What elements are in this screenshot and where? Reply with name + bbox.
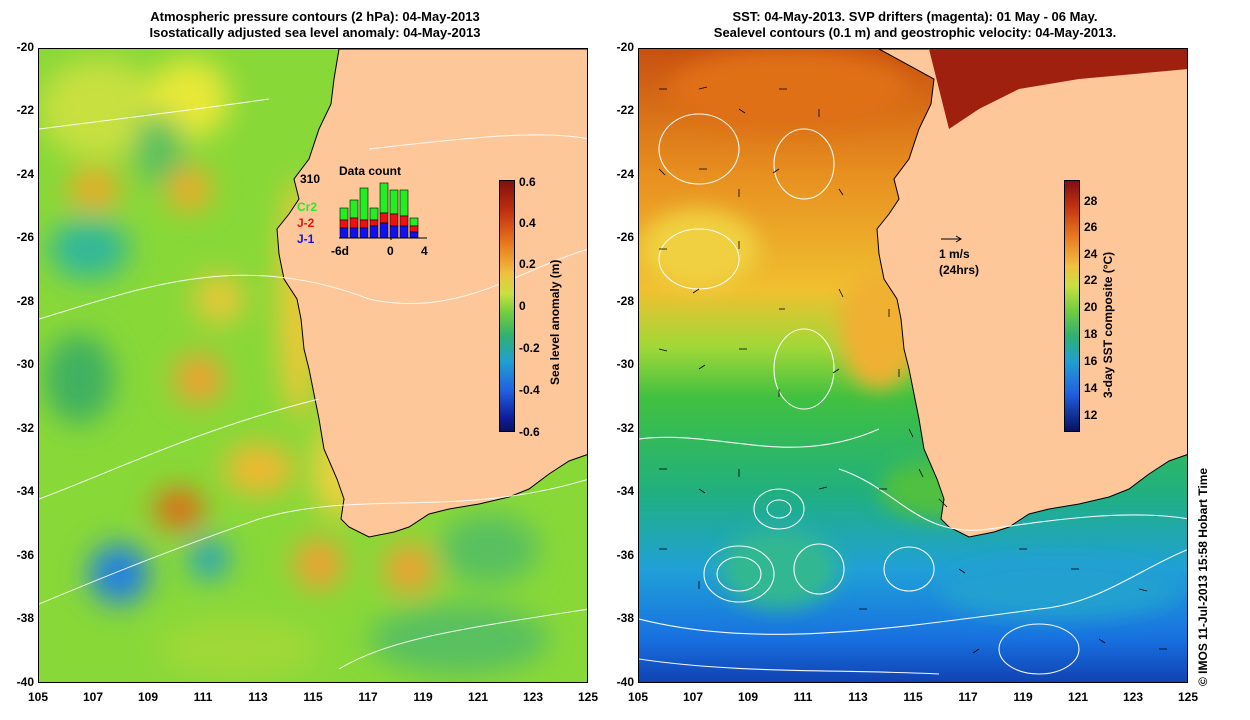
sst-colorbar-title: 3-day SST composite (°C) [1101,251,1115,398]
sst-colorbar [1064,180,1080,432]
right-lon-tick: 113 [848,690,868,704]
sst-map[interactable]: 1 m/s (24hrs) [638,48,1188,683]
velocity-key-speed: 1 m/s [939,247,970,261]
left-lon-tick: 119 [413,690,433,704]
legend-j2: J-2 [297,216,315,230]
right-lon-tick: 125 [1177,690,1199,704]
sst-tick-18: 18 [1084,327,1098,341]
left-title-line1: Atmospheric pressure contours (2 hPa): 0… [150,9,480,24]
sst-tick-28: 28 [1084,194,1098,208]
left-lon-tick: 121 [467,690,489,704]
right-lat-tick: -26 [616,230,634,244]
sea-level-tick-1: 0.4 [519,216,536,230]
data-count-title: Data count [339,164,402,178]
right-lon-tick: 123 [1122,690,1144,704]
right-title-line1: SST: 04-May-2013. SVP drifters (magenta)… [732,9,1098,24]
data-count-total: 310 [300,172,321,186]
data-count-inset: Data count 310 Cr2 J-2 J-1 -6d 0 4 [297,162,437,262]
right-title-line2: Sealevel contours (0.1 m) and geostrophi… [713,25,1117,40]
velocity-key-arrow [941,235,962,243]
left-lat-tick: -28 [16,294,34,308]
data-count-tick-start: -6d [331,244,349,258]
sst-tick-20: 20 [1084,300,1098,314]
sst-tick-12: 12 [1084,408,1098,422]
right-lat-tick: -20 [616,40,634,54]
sea-level-tick-5: -0.4 [519,383,540,397]
left-lat-tick: -38 [16,611,34,625]
sst-tick-24: 24 [1084,247,1098,261]
right-lat-tick: -38 [616,611,634,625]
right-lat-tick: -30 [616,357,634,371]
sst-tick-16: 16 [1084,354,1098,368]
sst-tick-26: 26 [1084,220,1098,234]
right-lat-tick: -24 [616,167,634,181]
left-lon-tick: 125 [577,690,599,704]
right-lon-tick: 117 [958,690,978,704]
right-lat-tick: -40 [616,675,634,689]
right-lon-tick: 121 [1067,690,1089,704]
left-lon-tick: 111 [193,690,213,704]
left-lat-tick: -22 [16,103,34,117]
left-lat-tick: -26 [16,230,34,244]
left-lon-tick: 105 [27,690,49,704]
left-lon-tick: 117 [358,690,378,704]
sea-level-colorbar-title: Sea level anomaly (m) [548,259,562,385]
left-lat-tick: -24 [16,167,34,181]
left-lat-tick: -32 [16,421,34,435]
velocity-key-duration: (24hrs) [939,263,980,277]
right-lon-tick: 107 [682,690,704,704]
right-lon-tick: 105 [627,690,649,704]
sea-level-tick-4: -0.2 [519,341,540,355]
data-count-tick-end: 4 [421,244,428,258]
sst-tick-22: 22 [1084,273,1098,287]
copyright-notice: © IMOS 11-Jul-2013 15:58 Hobart Time [1196,467,1210,686]
right-lat-tick: -36 [616,548,634,562]
sst-tick-14: 14 [1084,381,1098,395]
right-lon-tick: 111 [793,690,813,704]
left-lat-tick: -34 [16,484,34,498]
right-lon-tick: 109 [737,690,759,704]
left-lon-tick: 107 [82,690,104,704]
sea-level-tick-3: 0 [519,299,526,313]
right-lon-tick: 115 [903,690,923,704]
right-map-title: SST: 04-May-2013. SVP drifters (magenta)… [640,9,1190,41]
left-map-title: Atmospheric pressure contours (2 hPa): 0… [40,9,590,41]
data-count-tick-zero: 0 [387,244,394,258]
right-lat-tick: -32 [616,421,634,435]
sea-level-tick-0: 0.6 [519,175,536,189]
sea-level-colorbar [499,180,515,432]
left-lon-tick: 123 [522,690,544,704]
left-lat-tick: -36 [16,548,34,562]
data-count-bars [339,182,427,240]
legend-j1: J-1 [297,232,315,246]
left-lat-tick: -40 [16,675,34,689]
sea-level-tick-2: 0.2 [519,257,536,271]
left-lat-tick: -30 [16,357,34,371]
right-lat-tick: -34 [616,484,634,498]
left-title-line2: Isostatically adjusted sea level anomaly… [149,25,481,40]
right-lat-tick: -22 [616,103,634,117]
sst-field [639,49,1187,682]
legend-cr2: Cr2 [297,200,318,214]
right-lat-tick: -28 [616,294,634,308]
left-lat-tick: -20 [16,40,34,54]
left-lon-tick: 109 [137,690,159,704]
left-lon-tick: 115 [303,690,323,704]
left-lon-tick: 113 [248,690,268,704]
right-lon-tick: 119 [1013,690,1033,704]
sea-level-tick-6: -0.6 [519,425,540,439]
